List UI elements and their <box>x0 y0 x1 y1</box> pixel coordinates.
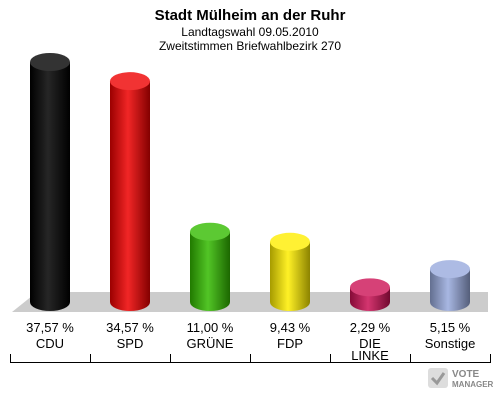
value-label-gr-ne: 11,00 % <box>187 320 234 335</box>
bar-body-fdp <box>270 241 310 311</box>
bar-body-spd <box>110 81 150 311</box>
bar-body-cdu <box>30 62 70 311</box>
value-label-sonstige: 5,15 % <box>430 320 471 335</box>
logo-mark-icon <box>428 368 448 388</box>
bar-die-linke <box>350 278 390 311</box>
logo-text-manager: MANAGER <box>452 380 494 389</box>
chart-title: Stadt Mülheim an der Ruhr <box>155 7 346 24</box>
bar-top-fdp <box>270 232 310 251</box>
chart-subtitle-district: Zweitstimmen Briefwahlbezirk 270 <box>159 39 341 53</box>
value-label-fdp: 9,43 % <box>270 320 311 335</box>
bar-cdu <box>30 53 70 311</box>
chart-floor <box>12 292 488 312</box>
logo-text-vote: VOTE <box>452 369 480 380</box>
category-label-sonstige: Sonstige <box>425 336 476 351</box>
category-label-gr-ne: GRÜNE <box>187 336 234 351</box>
bar-top-spd <box>110 72 150 91</box>
value-label-cdu: 37,57 % <box>26 320 74 335</box>
value-label-die-linke: 2,29 % <box>350 320 391 335</box>
bar-gr-ne <box>190 222 230 311</box>
bar-fdp <box>270 232 310 311</box>
logo-check-icon <box>430 372 446 386</box>
bar-body-gr-ne <box>190 231 230 311</box>
bar-top-gr-ne <box>190 222 230 241</box>
bar-body-sonstige <box>430 269 470 311</box>
category-label-fdp: FDP <box>277 336 303 351</box>
bar-top-die-linke <box>350 278 390 297</box>
category-label-cdu: CDU <box>36 336 64 351</box>
category-label-spd: SPD <box>117 336 144 351</box>
value-label-spd: 34,57 % <box>106 320 154 335</box>
bar-top-sonstige <box>430 260 470 279</box>
chart-subtitle-date: Landtagswahl 09.05.2010 <box>181 25 319 39</box>
category-label-die-linke: DIE <box>359 336 381 351</box>
vote-manager-logo: VOTE MANAGER <box>428 368 494 389</box>
bar-spd <box>110 72 150 311</box>
category-label-die-linke-line2: LINKE <box>351 348 389 363</box>
bar-top-cdu <box>30 53 70 71</box>
bar-sonstige <box>430 260 470 311</box>
